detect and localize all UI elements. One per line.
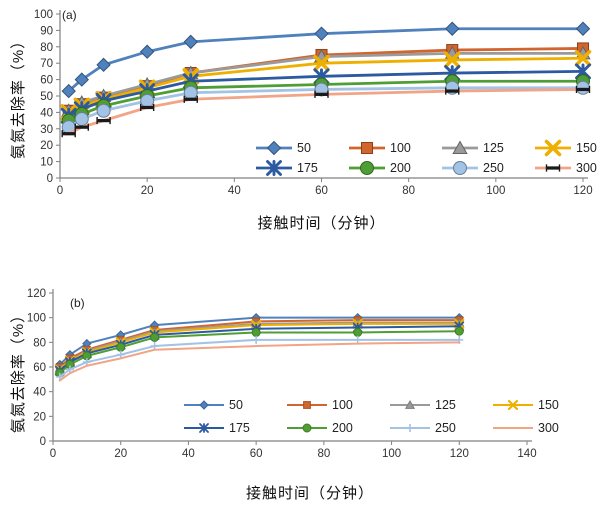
x-tick-label: 60 bbox=[250, 448, 263, 460]
y-tick-label: 0 bbox=[47, 173, 53, 185]
legend-label-175: 175 bbox=[297, 161, 318, 175]
chart-panel-b: 0 20 40 60 80 100 120 140 0 20 40 60 80 100 120 50 100 12… bbox=[0, 245, 600, 507]
x-tick-label: 140 bbox=[517, 448, 536, 460]
x-tick-label: 80 bbox=[317, 448, 330, 460]
series-250 bbox=[61, 80, 590, 135]
chart-a-canvas: 0 20 40 60 80 100 120 0 10 20 30 40 50 60 70 80 90 100 50 1… bbox=[34, 9, 597, 197]
legend-label-200: 200 bbox=[390, 161, 411, 175]
x-tick-label: 20 bbox=[141, 185, 154, 197]
y-tick-label: 100 bbox=[34, 9, 53, 21]
axes-a: 0 20 40 60 80 100 120 0 10 20 30 40 50 60 70 80 90 100 bbox=[34, 9, 593, 197]
legend-label-150: 150 bbox=[538, 398, 559, 412]
series-250 bbox=[55, 335, 464, 381]
series-300 bbox=[61, 85, 591, 138]
y-tick-label: 0 bbox=[40, 436, 46, 448]
x-tick-label: 100 bbox=[486, 185, 505, 197]
x-tick-label: 40 bbox=[182, 448, 195, 460]
legend-item-250: 250 bbox=[390, 421, 456, 435]
legend-item-300: 300 bbox=[493, 421, 559, 435]
chart-b-y-axis-title: 氨氮去除率（%） bbox=[10, 306, 27, 434]
legend-item-125: 125 bbox=[390, 398, 456, 412]
legend-label-150: 150 bbox=[576, 141, 597, 155]
legend-label-300: 300 bbox=[576, 161, 597, 175]
legend-a: 50 100 125 150 175 200 250 300 bbox=[256, 139, 597, 176]
y-tick-label: 40 bbox=[40, 107, 53, 119]
legend-label-200: 200 bbox=[332, 421, 353, 435]
y-tick-label: 30 bbox=[40, 124, 53, 136]
legend-item-175: 175 bbox=[256, 160, 318, 176]
panel-label-b: (b) bbox=[70, 296, 85, 310]
legend-item-200: 200 bbox=[349, 161, 411, 175]
y-tick-label: 60 bbox=[33, 362, 46, 374]
legend-item-150: 150 bbox=[535, 139, 597, 157]
chart-a-x-axis-title: 接触时间（分钟） bbox=[257, 215, 386, 232]
y-tick-label: 90 bbox=[40, 25, 53, 37]
legend-item-300: 300 bbox=[535, 161, 597, 175]
legend-label-175: 175 bbox=[229, 421, 250, 435]
x-tick-label: 20 bbox=[114, 448, 127, 460]
y-tick-label: 100 bbox=[27, 313, 46, 325]
legend-label-50: 50 bbox=[229, 398, 243, 412]
legend-label-250: 250 bbox=[483, 161, 504, 175]
series-200 bbox=[55, 326, 464, 378]
y-tick-label: 60 bbox=[40, 75, 53, 87]
y-tick-label: 120 bbox=[27, 288, 46, 300]
panel-label-a: (a) bbox=[62, 8, 77, 22]
chart-a-y-axis-title: 氨氮去除率（%） bbox=[10, 32, 27, 160]
legend-label-250: 250 bbox=[435, 421, 456, 435]
y-tick-label: 80 bbox=[33, 337, 46, 349]
series-50 bbox=[61, 21, 591, 99]
legend-label-100: 100 bbox=[390, 141, 411, 155]
series-300 bbox=[58, 341, 461, 382]
chart-b-canvas: 0 20 40 60 80 100 120 140 0 20 40 60 80 100 120 50 100 12… bbox=[27, 288, 559, 460]
legend-item-50: 50 bbox=[184, 398, 243, 412]
y-tick-label: 80 bbox=[40, 42, 53, 54]
y-tick-label: 20 bbox=[33, 411, 46, 423]
chart-b-x-axis-title: 接触时间（分钟） bbox=[245, 485, 374, 502]
legend-b: 50 100 125 150 175 200 250 300 bbox=[184, 398, 559, 435]
y-tick-label: 50 bbox=[40, 91, 53, 103]
legend-item-50: 50 bbox=[256, 140, 311, 156]
legend-label-125: 125 bbox=[435, 398, 456, 412]
legend-item-250: 250 bbox=[442, 161, 504, 175]
legend-item-150: 150 bbox=[493, 398, 559, 412]
legend-label-50: 50 bbox=[297, 141, 311, 155]
legend-item-200: 200 bbox=[287, 421, 353, 435]
x-tick-label: 0 bbox=[57, 185, 63, 197]
legend-label-300: 300 bbox=[538, 421, 559, 435]
x-tick-label: 0 bbox=[50, 448, 56, 460]
x-tick-label: 120 bbox=[573, 185, 592, 197]
legend-label-100: 100 bbox=[332, 398, 353, 412]
x-tick-label: 100 bbox=[382, 448, 401, 460]
y-tick-label: 20 bbox=[40, 140, 53, 152]
x-tick-label: 80 bbox=[402, 185, 415, 197]
y-tick-label: 10 bbox=[40, 157, 53, 169]
x-tick-label: 120 bbox=[450, 448, 469, 460]
legend-item-125: 125 bbox=[442, 140, 504, 155]
x-tick-label: 60 bbox=[315, 185, 328, 197]
chart-panel-a: 0 20 40 60 80 100 120 0 10 20 30 40 50 60 70 80 90 100 50 1… bbox=[0, 0, 600, 245]
legend-item-100: 100 bbox=[349, 141, 411, 155]
y-tick-label: 70 bbox=[40, 58, 53, 70]
legend-item-100: 100 bbox=[287, 398, 353, 412]
legend-item-175: 175 bbox=[184, 421, 250, 435]
legend-label-125: 125 bbox=[483, 141, 504, 155]
y-tick-label: 40 bbox=[33, 387, 46, 399]
x-tick-label: 40 bbox=[228, 185, 241, 197]
axes-b: 0 20 40 60 80 100 120 140 0 20 40 60 80 100 120 bbox=[27, 288, 537, 460]
